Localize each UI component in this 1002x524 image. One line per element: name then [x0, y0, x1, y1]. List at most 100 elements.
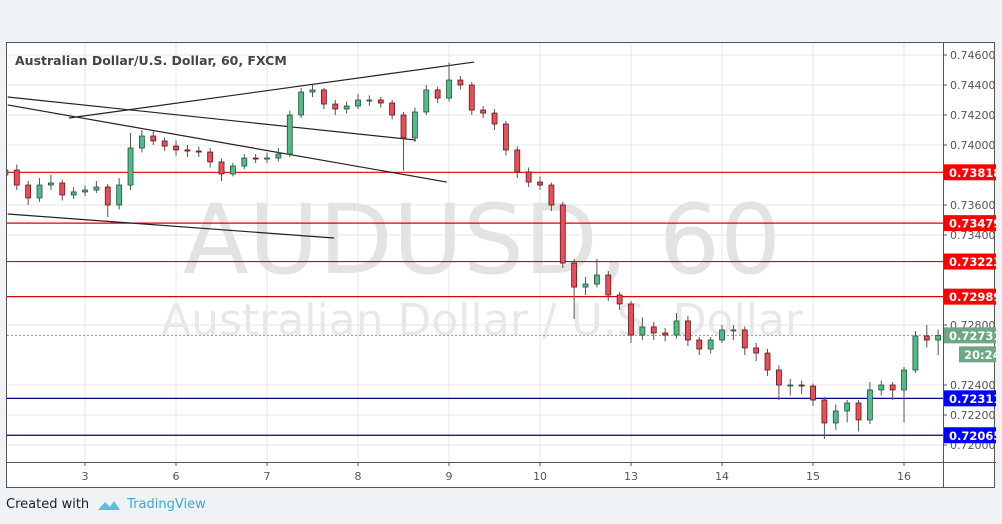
candle — [423, 85, 430, 115]
candle — [377, 97, 384, 108]
candle — [207, 148, 214, 168]
candle-body-down — [525, 171, 532, 183]
level-price-label: 0.72065 — [949, 429, 996, 443]
trendline — [7, 96, 417, 141]
candle — [673, 313, 680, 339]
candle-body-up — [48, 182, 54, 186]
candle-body-up — [832, 410, 839, 424]
candle — [764, 349, 771, 376]
candle — [7, 169, 9, 176]
candle-body-down — [605, 274, 612, 296]
x-tick-label: 3 — [82, 470, 89, 483]
candle-body-up — [309, 89, 316, 93]
candle-body-down — [764, 352, 771, 371]
candle — [502, 121, 509, 156]
candle — [719, 325, 725, 343]
candle — [446, 62, 452, 102]
candle-body-up — [298, 91, 305, 116]
candle — [252, 154, 259, 163]
candle — [13, 164, 20, 190]
candle-body-down — [650, 326, 657, 334]
level-price-label: 0.73223 — [949, 255, 996, 269]
candle-body-up — [36, 184, 43, 199]
x-tick-label: 14 — [715, 470, 729, 483]
candle-body-down — [59, 182, 66, 196]
candle-body-down — [548, 184, 555, 206]
candle — [923, 325, 930, 348]
candle-body-up — [730, 329, 737, 332]
candle-body-up — [878, 384, 885, 391]
candle-body-down — [855, 402, 862, 421]
y-tick-label: 0.74400 — [950, 79, 996, 92]
candle-body-up — [7, 169, 9, 176]
candle — [434, 86, 441, 103]
candle-body-up — [935, 334, 942, 341]
candle — [150, 131, 157, 145]
candle-body-down — [218, 161, 225, 175]
y-tick-label: 0.73400 — [950, 229, 996, 242]
candle-body-down — [821, 399, 828, 424]
candle — [218, 158, 225, 181]
candle-body-up — [707, 339, 714, 350]
candle-body-up — [912, 335, 919, 371]
candle-body-down — [571, 262, 578, 288]
candle — [229, 163, 236, 177]
candle — [25, 181, 32, 205]
candle-body-down — [195, 150, 202, 153]
tradingview-logo-icon — [98, 500, 121, 510]
candle-body-up — [366, 99, 373, 102]
x-tick-label: 9 — [446, 470, 453, 483]
candle — [480, 106, 487, 118]
chart-panel[interactable]: AUDUSD, 60 Australian Dollar / U.S. Dolla… — [6, 42, 996, 489]
candle-body-up — [673, 320, 680, 336]
candle-body-down — [616, 294, 623, 305]
candle — [696, 337, 703, 355]
level-price-label-bg — [944, 253, 996, 270]
candle-body-down — [776, 369, 782, 386]
candle-body-down — [207, 151, 214, 163]
trendline — [7, 213, 335, 239]
candle — [571, 259, 578, 319]
bar-countdown-label-bg — [959, 346, 996, 363]
candle — [525, 167, 532, 187]
candle — [685, 316, 691, 346]
candle — [309, 85, 316, 97]
candle-body-up — [423, 89, 430, 113]
level-price-label-bg — [944, 427, 996, 444]
candle — [82, 185, 88, 196]
candle — [867, 382, 873, 424]
candle-body-up — [138, 135, 145, 149]
candle-body-up — [582, 283, 589, 288]
candle — [753, 343, 760, 361]
candle-body-down — [25, 184, 32, 199]
candle — [650, 322, 657, 340]
trendline — [69, 61, 475, 119]
candle-body-up — [127, 147, 134, 186]
chart-title: Australian Dollar/U.S. Dollar, 60, FXCM — [15, 53, 287, 68]
candle — [457, 76, 464, 90]
candle-body-up — [264, 157, 270, 160]
candle-body-up — [241, 157, 248, 167]
candle-body-up — [594, 274, 600, 285]
candle-body-down — [320, 89, 327, 105]
candle-body-down — [502, 123, 509, 151]
candle-body-up — [229, 165, 236, 175]
candle-body-down — [252, 157, 259, 160]
candle-body-up — [275, 153, 282, 159]
candle-body-down — [628, 303, 634, 336]
candle-body-down — [662, 332, 669, 336]
level-price-label: 0.72989 — [949, 290, 996, 304]
candle — [366, 95, 373, 106]
tradingview-link[interactable]: TradingView — [127, 497, 206, 512]
candle — [776, 365, 782, 400]
candle — [901, 367, 907, 423]
candle — [616, 292, 623, 310]
candle — [787, 379, 794, 396]
candle-body-up — [867, 389, 873, 421]
level-price-label-bg — [944, 164, 996, 181]
candle-body-down — [457, 79, 464, 86]
candle — [935, 329, 942, 355]
y-tick-label: 0.74000 — [950, 139, 996, 152]
candle-body-down — [389, 102, 396, 116]
